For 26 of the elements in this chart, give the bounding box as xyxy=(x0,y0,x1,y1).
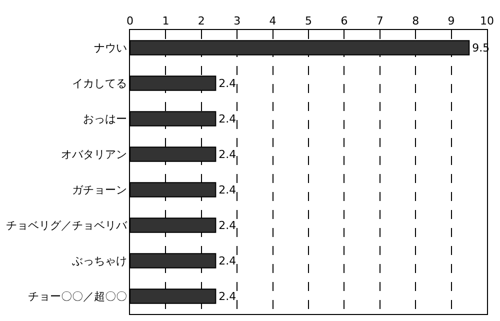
data-label: 2.4 xyxy=(218,76,236,90)
x-tick-label: 4 xyxy=(269,14,276,28)
x-tick-label: 7 xyxy=(376,14,384,28)
x-tick-label: 3 xyxy=(234,14,241,28)
x-tick-label: 1 xyxy=(162,14,170,28)
x-tick-label: 0 xyxy=(126,14,134,28)
x-tick-label: 10 xyxy=(480,14,494,28)
x-tick-label: 9 xyxy=(448,14,455,28)
x-tick-label: 6 xyxy=(340,14,348,28)
x-tick-label: 5 xyxy=(305,14,312,28)
y-tick-label: おっはー xyxy=(82,112,127,126)
data-label: 2.4 xyxy=(218,183,236,196)
data-label: 2.4 xyxy=(218,218,236,232)
y-tick-label: ナウい xyxy=(94,42,127,55)
data-label: 2.4 xyxy=(218,290,236,303)
data-label: 2.4 xyxy=(218,254,236,268)
y-tick-label: チョー〇〇／超〇〇 xyxy=(28,290,127,304)
y-tick-label: ガチョーン xyxy=(72,184,127,197)
y-tick-label: オバタリアン xyxy=(60,148,127,162)
x-tick-label: 8 xyxy=(412,14,420,28)
y-tick-label: ぶっちゃけ xyxy=(72,254,127,268)
x-tick-label: 2 xyxy=(198,14,205,28)
data-label: 2.4 xyxy=(218,148,236,161)
data-label: 2.4 xyxy=(218,112,236,126)
y-tick-label: イカしてる xyxy=(72,77,127,90)
y-tick-label: チョベリグ／チョベリバ xyxy=(6,219,128,232)
